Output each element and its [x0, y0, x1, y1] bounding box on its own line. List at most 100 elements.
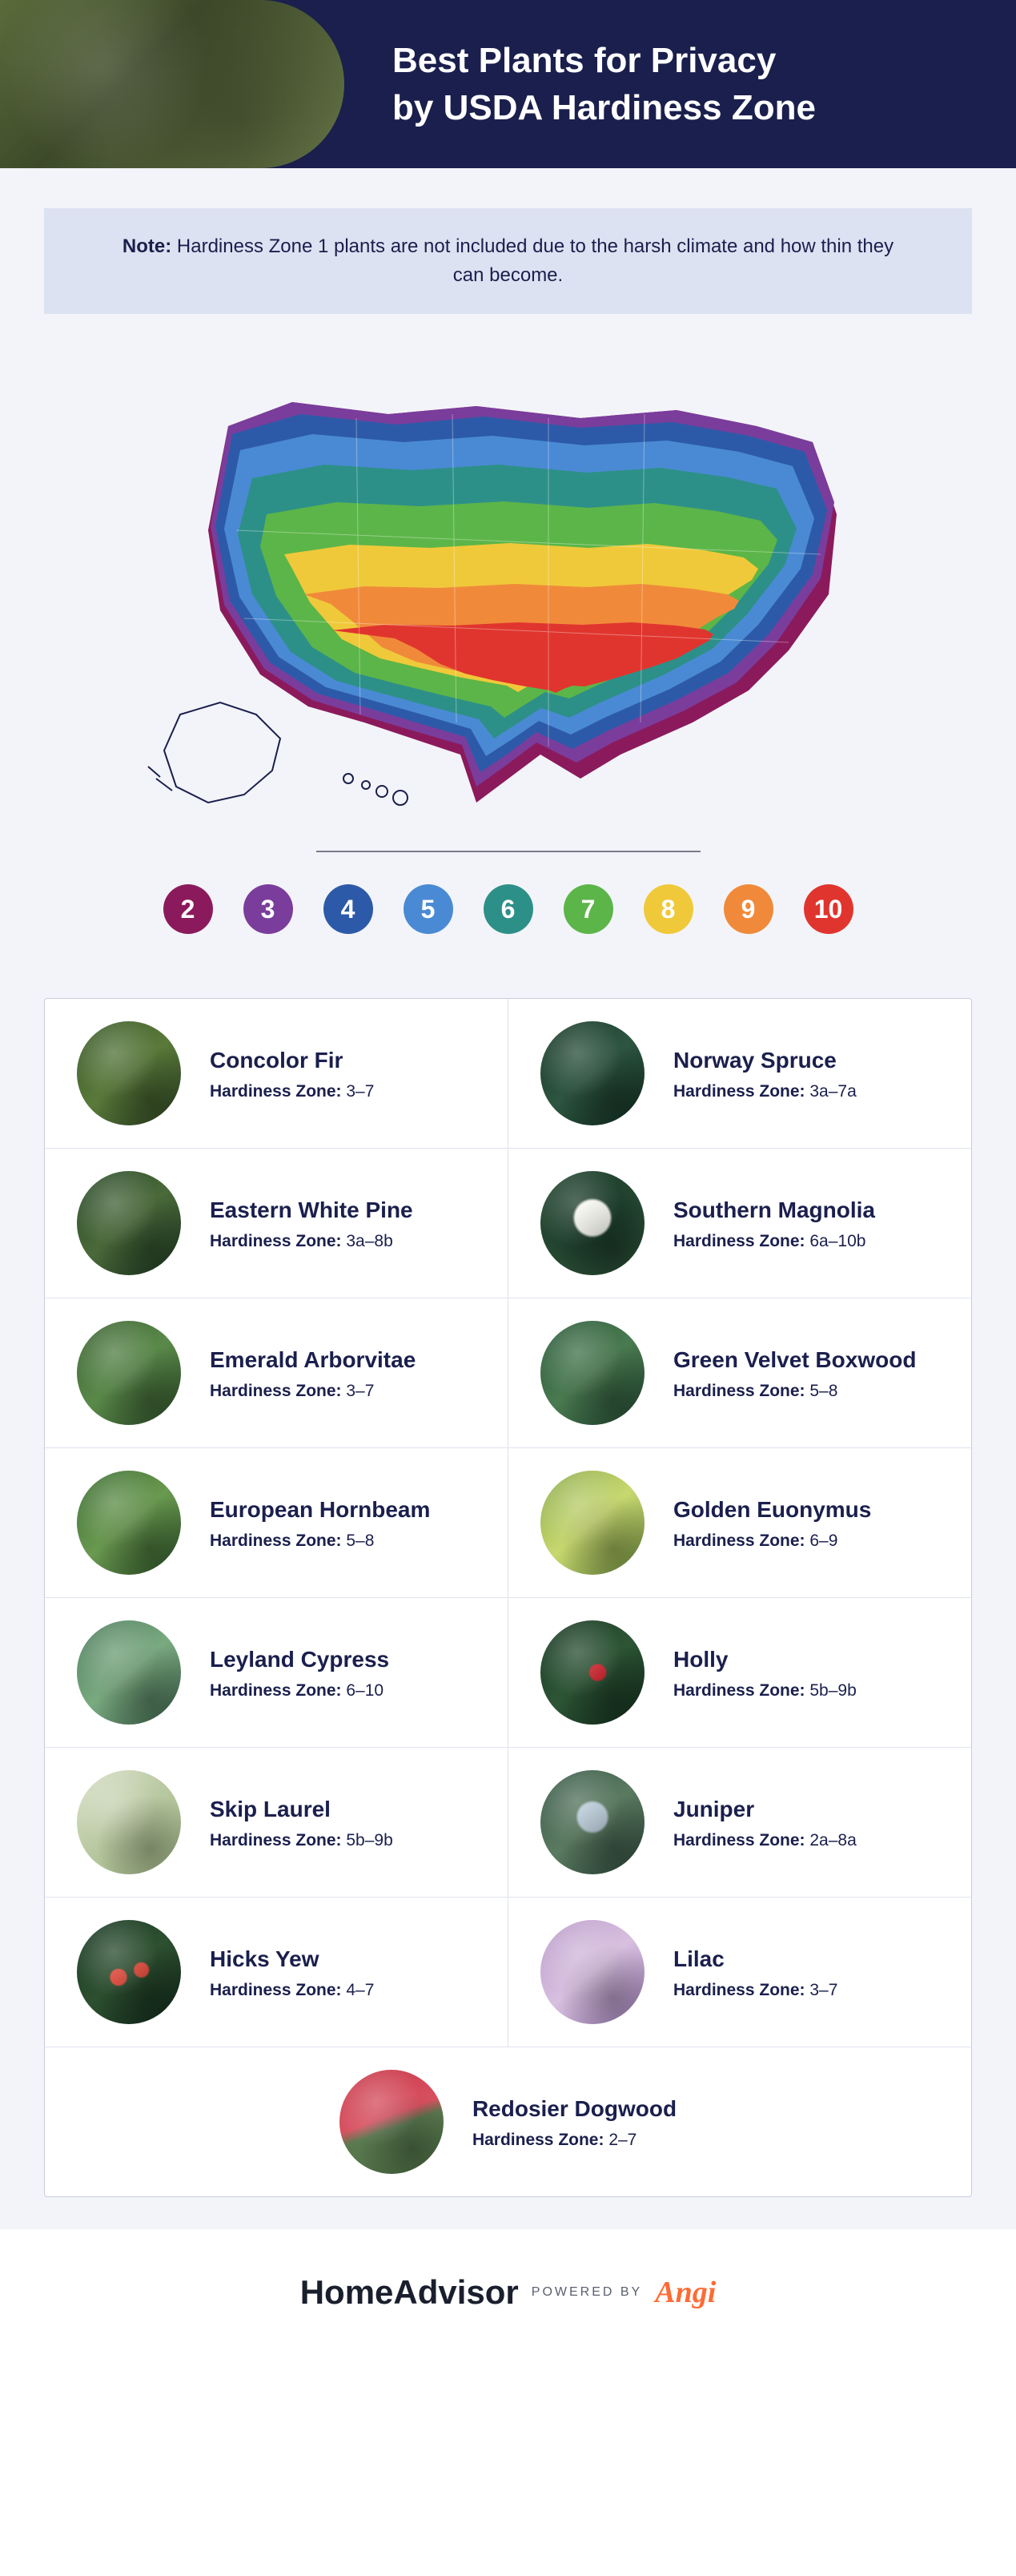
plant-image — [77, 1471, 181, 1575]
plant-info: Green Velvet Boxwood Hardiness Zone: 5–8 — [673, 1346, 916, 1401]
plant-row: Leyland Cypress Hardiness Zone: 6–10 Holly… — [45, 1597, 971, 1747]
note-box: Note: Hardiness Zone 1 plants are not in… — [44, 208, 972, 314]
plant-name: Redosier Dogwood — [472, 2095, 677, 2123]
plant-cell: Redosier Dogwood Hardiness Zone: 2–7 — [307, 2047, 709, 2196]
plant-zone: Hardiness Zone: 2a–8a — [673, 1831, 857, 1850]
header-photo — [0, 0, 344, 168]
plant-cell: Eastern White Pine Hardiness Zone: 3a–8b — [45, 1149, 508, 1298]
plant-name: Holly — [673, 1645, 857, 1673]
usa-hardiness-map — [132, 370, 885, 819]
plant-name: Eastern White Pine — [210, 1196, 413, 1224]
plant-info: Skip Laurel Hardiness Zone: 5b–9b — [210, 1795, 393, 1850]
plant-image — [540, 1321, 645, 1425]
plants-grid: Concolor Fir Hardiness Zone: 3–7 Norway Sp… — [44, 998, 972, 2197]
plant-name: Norway Spruce — [673, 1046, 857, 1074]
note-label: Note: — [122, 235, 171, 257]
zone-badge-10: 10 — [804, 884, 853, 934]
plant-info: Golden Euonymus Hardiness Zone: 6–9 — [673, 1495, 871, 1551]
note-text: Hardiness Zone 1 plants are not included… — [177, 235, 894, 286]
plant-zone: Hardiness Zone: 4–7 — [210, 1981, 374, 2000]
content-area: Note: Hardiness Zone 1 plants are not in… — [0, 168, 1016, 2229]
plant-info: European Hornbeam Hardiness Zone: 5–8 — [210, 1495, 430, 1551]
plant-info: Emerald ArborvitaeHardiness Zone: 3–7 — [210, 1346, 416, 1401]
zone-legend: 23456789 10 — [44, 884, 972, 934]
plant-cell: Golden Euonymus Hardiness Zone: 6–9 — [508, 1448, 971, 1597]
plant-info: Leyland Cypress Hardiness Zone: 6–10 — [210, 1645, 389, 1701]
plant-cell: Southern Magnolia Hardiness Zone: 6a–10b — [508, 1149, 971, 1298]
plant-row: Skip Laurel Hardiness Zone: 5b–9b Juniper H… — [45, 1747, 971, 1897]
title-line-1: Best Plants for Privacy — [392, 41, 776, 80]
zone-badge-6: 6 — [484, 884, 533, 934]
plant-zone: Hardiness Zone: 5–8 — [210, 1532, 430, 1551]
plant-zone: Hardiness Zone: 3–7 — [210, 1082, 374, 1101]
plant-info: Concolor Fir Hardiness Zone: 3–7 — [210, 1046, 374, 1101]
plant-image — [77, 1021, 181, 1125]
zone-badge-8: 8 — [644, 884, 693, 934]
plant-zone: Hardiness Zone: 3a–8b — [210, 1232, 413, 1251]
plant-name: Southern Magnolia — [673, 1196, 875, 1224]
zone-badge-5: 5 — [404, 884, 453, 934]
plant-image — [540, 1021, 645, 1125]
plant-zone: Hardiness Zone: 5–8 — [673, 1382, 916, 1401]
plant-zone: Hardiness Zone: 2–7 — [472, 2131, 677, 2150]
plant-cell: Leyland Cypress Hardiness Zone: 6–10 — [45, 1598, 508, 1747]
plant-row: Eastern White Pine Hardiness Zone: 3a–8b S… — [45, 1148, 971, 1298]
plant-cell: Skip Laurel Hardiness Zone: 5b–9b — [45, 1748, 508, 1897]
plant-row: European Hornbeam Hardiness Zone: 5–8 Gold… — [45, 1447, 971, 1597]
plant-info: Juniper Hardiness Zone: 2a–8a — [673, 1795, 857, 1850]
plant-row: Hicks Yew Hardiness Zone: 4–7 Lilac Hardine… — [45, 1897, 971, 2047]
plant-image — [77, 1620, 181, 1725]
zone-badge-2: 2 — [163, 884, 213, 934]
page-title: Best Plants for Privacy by USDA Hardines… — [392, 37, 816, 132]
plant-row: Concolor Fir Hardiness Zone: 3–7 Norway Sp… — [45, 999, 971, 1148]
zone-badge-4: 4 — [323, 884, 373, 934]
plant-zone: Hardiness Zone: 6–9 — [673, 1532, 871, 1551]
infographic-container: Best Plants for Privacy by USDA Hardines… — [0, 0, 1016, 2356]
plant-name: Leyland Cypress — [210, 1645, 389, 1673]
plant-name: Skip Laurel — [210, 1795, 393, 1823]
plant-image — [77, 1321, 181, 1425]
plant-name: Lilac — [673, 1945, 837, 1973]
plant-info: Redosier Dogwood Hardiness Zone: 2–7 — [472, 2095, 677, 2150]
title-line-2: by USDA Hardiness Zone — [392, 88, 816, 127]
brand-name: HomeAdvisor — [300, 2273, 519, 2312]
footer: HomeAdvisor POWERED BY Angi — [0, 2229, 1016, 2356]
partner-brand: Angi — [655, 2275, 716, 2310]
plant-cell: Concolor Fir Hardiness Zone: 3–7 — [45, 999, 508, 1148]
plant-zone: Hardiness Zone: 3a–7a — [673, 1082, 857, 1101]
plant-row: Emerald ArborvitaeHardiness Zone: 3–7 Gre… — [45, 1298, 971, 1447]
plant-info: Eastern White Pine Hardiness Zone: 3a–8b — [210, 1196, 413, 1251]
plant-cell: Emerald ArborvitaeHardiness Zone: 3–7 — [45, 1298, 508, 1447]
plant-name: European Hornbeam — [210, 1495, 430, 1523]
zone-badge-9: 9 — [724, 884, 773, 934]
plant-image — [540, 1920, 645, 2024]
plant-cell: Holly Hardiness Zone: 5b–9b — [508, 1598, 971, 1747]
plant-zone: Hardiness Zone: 6a–10b — [673, 1232, 875, 1251]
plant-zone: Hardiness Zone: 3–7 — [210, 1382, 416, 1401]
plant-image — [540, 1620, 645, 1725]
plant-cell: Juniper Hardiness Zone: 2a–8a — [508, 1748, 971, 1897]
plant-image — [540, 1770, 645, 1874]
plant-info: Lilac Hardiness Zone: 3–7 — [673, 1945, 837, 2000]
plant-cell: Lilac Hardiness Zone: 3–7 — [508, 1898, 971, 2047]
plant-cell: Hicks Yew Hardiness Zone: 4–7 — [45, 1898, 508, 2047]
plant-cell: European Hornbeam Hardiness Zone: 5–8 — [45, 1448, 508, 1597]
plant-image — [540, 1471, 645, 1575]
plant-name: Hicks Yew — [210, 1945, 374, 1973]
plant-zone: Hardiness Zone: 5b–9b — [210, 1831, 393, 1850]
plant-name: Golden Euonymus — [673, 1495, 871, 1523]
zone-badge-3: 3 — [243, 884, 293, 934]
plant-cell: Green Velvet Boxwood Hardiness Zone: 5–8 — [508, 1298, 971, 1447]
zone-badge-7: 7 — [564, 884, 613, 934]
plant-name: Juniper — [673, 1795, 857, 1823]
plant-name: Concolor Fir — [210, 1046, 374, 1074]
plant-image — [77, 1171, 181, 1275]
plant-zone: Hardiness Zone: 6–10 — [210, 1681, 389, 1701]
plant-name: Green Velvet Boxwood — [673, 1346, 916, 1374]
plant-zone: Hardiness Zone: 3–7 — [673, 1981, 837, 2000]
plant-info: Southern Magnolia Hardiness Zone: 6a–10b — [673, 1196, 875, 1251]
plant-info: Hicks Yew Hardiness Zone: 4–7 — [210, 1945, 374, 2000]
plant-zone: Hardiness Zone: 5b–9b — [673, 1681, 857, 1701]
plant-cell: Norway Spruce Hardiness Zone: 3a–7a — [508, 999, 971, 1148]
plant-image — [339, 2070, 444, 2174]
